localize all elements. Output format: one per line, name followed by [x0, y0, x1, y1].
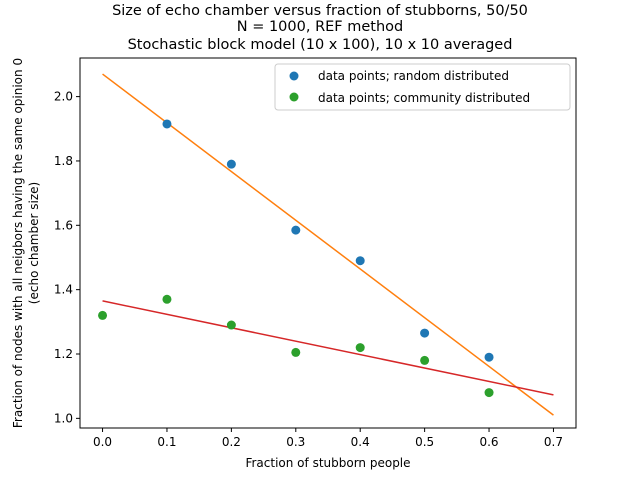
series-1-point-5 — [420, 328, 430, 338]
series-1-point-1 — [162, 119, 172, 129]
series-1-point-4 — [355, 256, 365, 266]
series-2-point-7 — [484, 388, 494, 398]
fit-lines — [102, 73, 554, 416]
series-1-point-3 — [291, 225, 301, 235]
y-tick-label: 1.0 — [54, 411, 73, 425]
title-line-3: Stochastic block model (10 x 100), 10 x … — [128, 37, 513, 53]
y-tick-label: 1.8 — [54, 154, 73, 168]
series-2-point-1 — [98, 310, 108, 320]
fit-line-2 — [102, 300, 554, 396]
series-1-point-6 — [484, 352, 494, 362]
chart-title: Size of echo chamber versus fraction of … — [112, 3, 528, 53]
title-line-2: N = 1000, REF method — [237, 19, 404, 35]
x-tick-label: 0.2 — [222, 435, 241, 449]
data-points — [98, 119, 494, 398]
legend-marker-community — [289, 92, 299, 102]
series-2-point-3 — [226, 320, 236, 330]
x-tick-label: 0.5 — [415, 435, 434, 449]
series-2-point-4 — [291, 347, 301, 357]
x-tick-label: 0.6 — [479, 435, 498, 449]
legend-label-random: data points; random distributed — [318, 69, 509, 83]
y-tick-label: 1.6 — [54, 218, 73, 232]
y-axis-label-line-1: Fraction of nodes with all neigbors havi… — [11, 58, 25, 428]
x-tick-label: 0.7 — [544, 435, 563, 449]
y-axis-label-line-2: (echo chamber size) — [27, 182, 41, 304]
x-axis-label: Fraction of stubborn people — [245, 456, 410, 470]
legend-box — [274, 63, 571, 111]
title-line-1: Size of echo chamber versus fraction of … — [112, 3, 528, 19]
series-2-point-2 — [162, 294, 172, 304]
series-2-point-6 — [420, 355, 430, 365]
y-axis-ticks: 1.0 1.2 1.4 1.6 1.8 2.0 — [54, 90, 80, 425]
x-tick-label: 0.4 — [351, 435, 370, 449]
y-axis-label: Fraction of nodes with all neigbors havi… — [11, 58, 41, 428]
x-tick-label: 0.1 — [157, 435, 176, 449]
x-axis-ticks: 0.0 0.1 0.2 0.3 0.4 0.5 0.6 0.7 — [93, 428, 563, 449]
x-tick-label: 0.0 — [93, 435, 112, 449]
y-tick-label: 1.2 — [54, 347, 73, 361]
y-tick-label: 2.0 — [54, 90, 73, 104]
legend-label-community: data points; community distributed — [318, 91, 530, 105]
legend: data points; random distributed data poi… — [274, 63, 571, 111]
plot-frame — [79, 57, 577, 429]
fit-line-1 — [102, 73, 554, 416]
legend-marker-random — [289, 71, 299, 81]
series-1-point-2 — [226, 159, 236, 169]
y-tick-label: 1.4 — [54, 283, 73, 297]
series-2-point-5 — [355, 343, 365, 353]
x-tick-label: 0.3 — [286, 435, 305, 449]
